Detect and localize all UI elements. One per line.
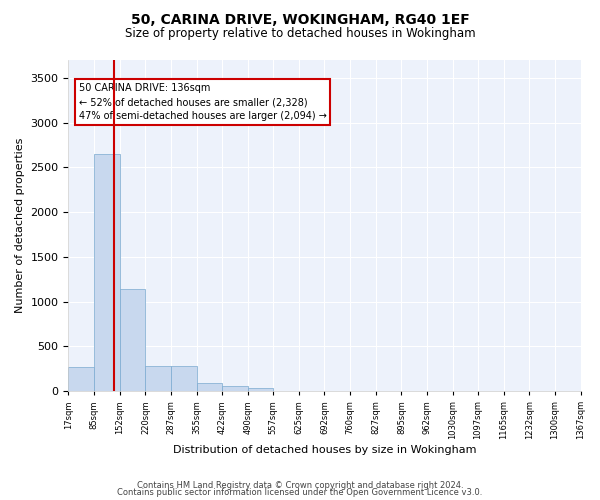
Text: Contains HM Land Registry data © Crown copyright and database right 2024.: Contains HM Land Registry data © Crown c… xyxy=(137,480,463,490)
Text: Contains public sector information licensed under the Open Government Licence v3: Contains public sector information licen… xyxy=(118,488,482,497)
Bar xyxy=(68,367,94,391)
Bar xyxy=(222,386,248,391)
X-axis label: Distribution of detached houses by size in Wokingham: Distribution of detached houses by size … xyxy=(173,445,476,455)
Bar xyxy=(94,154,119,391)
Bar xyxy=(197,383,222,391)
Y-axis label: Number of detached properties: Number of detached properties xyxy=(15,138,25,314)
Text: Size of property relative to detached houses in Wokingham: Size of property relative to detached ho… xyxy=(125,28,475,40)
Bar xyxy=(248,388,273,391)
Text: 50, CARINA DRIVE, WOKINGHAM, RG40 1EF: 50, CARINA DRIVE, WOKINGHAM, RG40 1EF xyxy=(131,12,469,26)
Bar xyxy=(171,366,197,391)
Bar xyxy=(119,289,145,391)
Bar xyxy=(145,366,171,391)
Text: 50 CARINA DRIVE: 136sqm
← 52% of detached houses are smaller (2,328)
47% of semi: 50 CARINA DRIVE: 136sqm ← 52% of detache… xyxy=(79,83,326,121)
